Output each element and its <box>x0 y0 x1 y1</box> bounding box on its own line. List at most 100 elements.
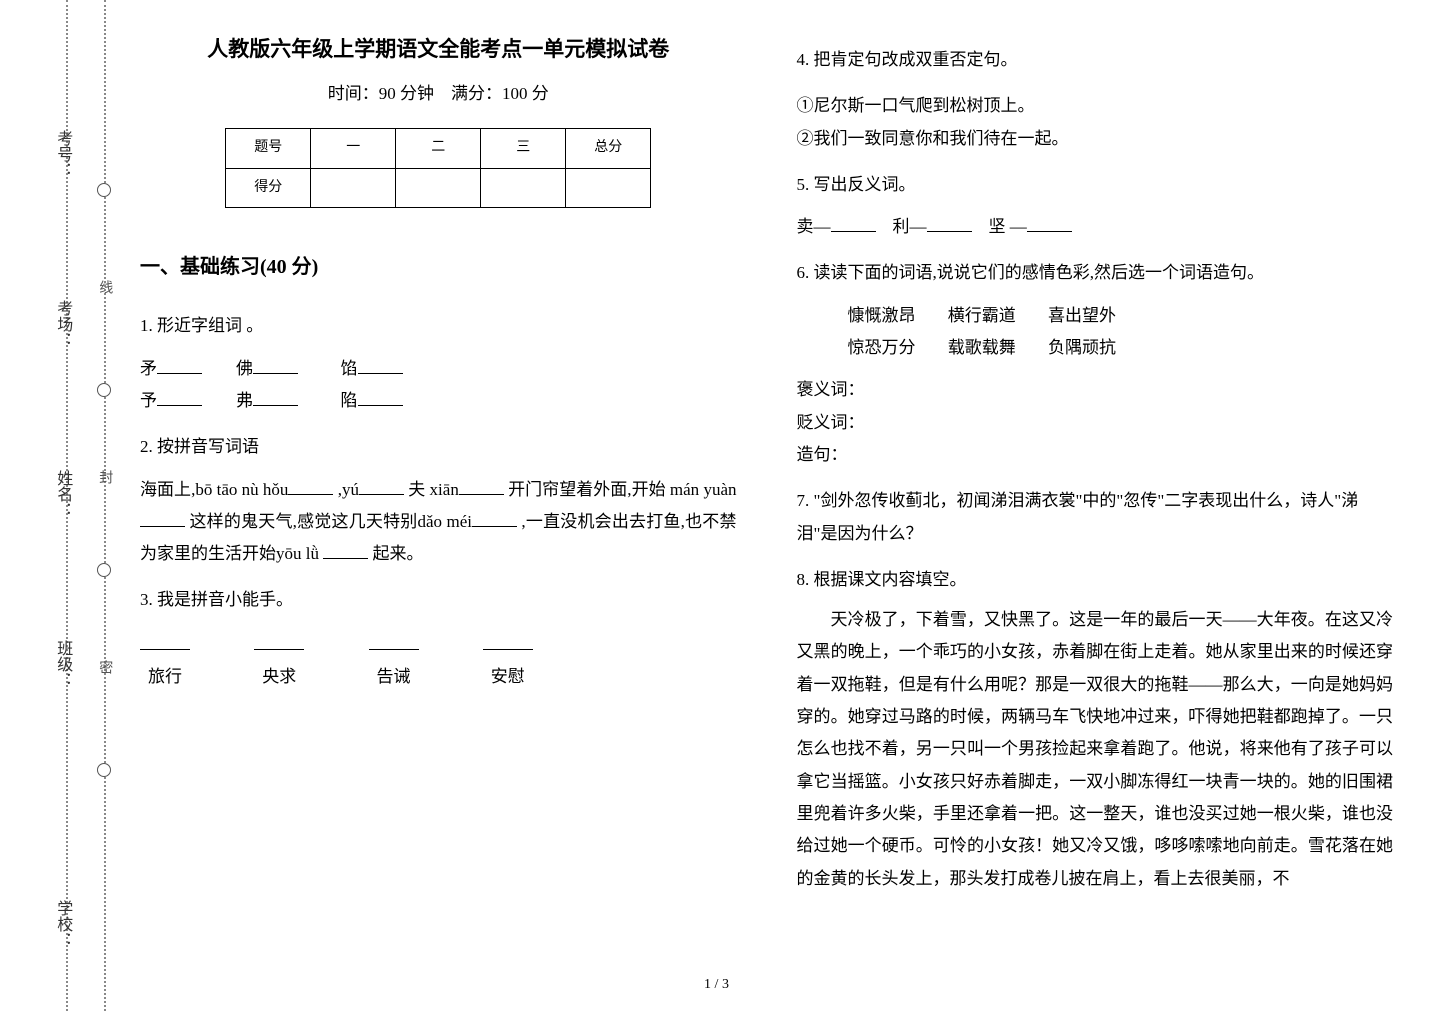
blank <box>157 356 202 374</box>
content-columns: 人教版六年级上学期语文全能考点一单元模拟试卷 时间：90 分钟 满分：100 分… <box>140 30 1393 981</box>
q6-l3: 造句： <box>797 439 1394 471</box>
q1-row: 予 弗 陷 <box>140 385 737 417</box>
q3-row: 旅行 央求 告诫 安慰 <box>140 627 737 694</box>
blank <box>359 477 404 495</box>
pinyin-item: 央求 <box>254 627 334 694</box>
page: 密 封 线 学校： 班级： 姓名： 考场： 考号： 人教版六年级上学期语文全能考… <box>0 0 1433 1011</box>
blank <box>358 356 403 374</box>
section-heading: 一、基础练习(40 分) <box>140 248 737 286</box>
char: 予 <box>140 391 157 410</box>
time-label: 时间：90 分钟 <box>328 84 434 103</box>
side-field-class: 班级： <box>47 640 77 688</box>
score-cell <box>311 168 396 208</box>
blank <box>140 627 190 650</box>
q4-s2: ②我们一致同意你和我们待在一起。 <box>797 123 1394 155</box>
q1-row: 矛 佛 馅 <box>140 353 737 385</box>
blank <box>323 541 368 559</box>
row-label: 题号 <box>226 129 311 169</box>
col-head: 一 <box>311 129 396 169</box>
word: 安慰 <box>491 661 525 693</box>
q4-stem: 4. 把肯定句改成双重否定句。 <box>797 44 1394 76</box>
q2-text: 这样的鬼天气,感觉这几天特别dǎo méi <box>189 512 472 531</box>
blank <box>288 477 333 495</box>
question-6: 6. 读读下面的词语,说说它们的感情色彩,然后选一个词语造句。 慷慨激昂 横行霸… <box>797 257 1394 471</box>
col-head: 三 <box>481 129 566 169</box>
q2-text: 开门帘望着外面,开始 mán yuàn <box>508 480 736 499</box>
side-field-number: 考号： <box>47 130 77 178</box>
question-4: 4. 把肯定句改成双重否定句。 ①尼尔斯一口气爬到松树顶上。 ②我们一致同意你和… <box>797 44 1394 155</box>
q8-passage: 天冷极了，下着雪，又快黑了。这是一年的最后一天——大年夜。在这又冷又黑的晚上，一… <box>797 604 1394 895</box>
blank <box>927 214 972 232</box>
col-head: 总分 <box>566 129 651 169</box>
blank <box>253 356 298 374</box>
question-3: 3. 我是拼音小能手。 旅行 央求 告诫 安慰 <box>140 584 737 693</box>
idiom: 喜出望外 <box>1048 306 1116 325</box>
row-label: 得分 <box>226 168 311 208</box>
question-2: 2. 按拼音写词语 海面上,bō tāo nù hǒu ,yú 夫 xiān 开… <box>140 431 737 570</box>
antonym-label: 坚 — <box>989 217 1027 236</box>
question-7: 7. "剑外忽传收蓟北，初闻涕泪满衣裳"中的"忽传"二字表现出什么，诗人"涕泪"… <box>797 485 1394 550</box>
side-field-school: 学校： <box>47 900 77 948</box>
idiom: 载歌载舞 <box>948 338 1016 357</box>
dotted-line-outer <box>104 0 106 1011</box>
idiom-row: 慷慨激昂 横行霸道 喜出望外 <box>848 300 1394 332</box>
score-cell <box>566 168 651 208</box>
binding-circle <box>97 383 111 397</box>
char: 馅 <box>341 359 358 378</box>
col-head: 二 <box>396 129 481 169</box>
idiom: 负隅顽抗 <box>1048 338 1116 357</box>
score-cell <box>481 168 566 208</box>
char: 佛 <box>236 359 253 378</box>
pinyin-item: 安慰 <box>483 627 563 694</box>
q3-stem: 3. 我是拼音小能手。 <box>140 584 737 616</box>
score-table: 题号 一 二 三 总分 得分 <box>225 128 651 208</box>
side-field-room: 考场： <box>47 300 77 348</box>
blank <box>483 627 533 650</box>
binding-mark: 线 <box>91 280 118 300</box>
blank <box>459 477 504 495</box>
binding-mark: 密 <box>91 660 118 680</box>
q2-text: 夫 xiān <box>408 480 459 499</box>
blank <box>253 388 298 406</box>
q5-row: 卖— 利— 坚 — <box>797 211 1394 243</box>
q5-stem: 5. 写出反义词。 <box>797 169 1394 201</box>
word: 旅行 <box>148 661 182 693</box>
q7-stem: 7. "剑外忽传收蓟北，初闻涕泪满衣裳"中的"忽传"二字表现出什么，诗人"涕泪"… <box>797 485 1394 550</box>
right-column: 4. 把肯定句改成双重否定句。 ①尼尔斯一口气爬到松树顶上。 ②我们一致同意你和… <box>797 30 1394 981</box>
idiom-row: 惊恐万分 载歌载舞 负隅顽抗 <box>848 332 1394 364</box>
pinyin-item: 告诫 <box>369 627 449 694</box>
idiom: 惊恐万分 <box>848 338 916 357</box>
exam-subtitle: 时间：90 分钟 满分：100 分 <box>140 78 737 110</box>
blank <box>358 388 403 406</box>
q4-s1: ①尼尔斯一口气爬到松树顶上。 <box>797 90 1394 122</box>
q2-text: 起来。 <box>372 544 423 563</box>
score-cell <box>396 168 481 208</box>
left-column: 人教版六年级上学期语文全能考点一单元模拟试卷 时间：90 分钟 满分：100 分… <box>140 30 737 981</box>
question-5: 5. 写出反义词。 卖— 利— 坚 — <box>797 169 1394 244</box>
char: 弗 <box>236 391 253 410</box>
idiom: 慷慨激昂 <box>848 306 916 325</box>
q6-l2: 贬义词： <box>797 407 1394 439</box>
idiom-block: 慷慨激昂 横行霸道 喜出望外 惊恐万分 载歌载舞 负隅顽抗 <box>848 300 1394 365</box>
binding-strip: 密 封 线 学校： 班级： 姓名： 考场： 考号： <box>0 0 120 1011</box>
q1-stem: 1. 形近字组词 。 <box>140 310 737 342</box>
blank <box>831 214 876 232</box>
question-1: 1. 形近字组词 。 矛 佛 馅 予 弗 陷 <box>140 310 737 417</box>
exam-title: 人教版六年级上学期语文全能考点一单元模拟试卷 <box>140 30 737 70</box>
blank <box>157 388 202 406</box>
pinyin-item: 旅行 <box>140 627 220 694</box>
idiom: 横行霸道 <box>948 306 1016 325</box>
blank <box>254 627 304 650</box>
binding-circle <box>97 763 111 777</box>
q2-text: ,yú <box>338 480 359 499</box>
q2-stem: 2. 按拼音写词语 <box>140 431 737 463</box>
side-field-name: 姓名： <box>47 470 77 518</box>
blank <box>369 627 419 650</box>
char: 陷 <box>341 391 358 410</box>
q2-body: 海面上,bō tāo nù hǒu ,yú 夫 xiān 开门帘望着外面,开始 … <box>140 474 737 571</box>
char: 矛 <box>140 359 157 378</box>
question-8: 8. 根据课文内容填空。 天冷极了，下着雪，又快黑了。这是一年的最后一天——大年… <box>797 564 1394 895</box>
table-row: 得分 <box>226 168 651 208</box>
blank <box>140 509 185 527</box>
blank <box>472 509 517 527</box>
